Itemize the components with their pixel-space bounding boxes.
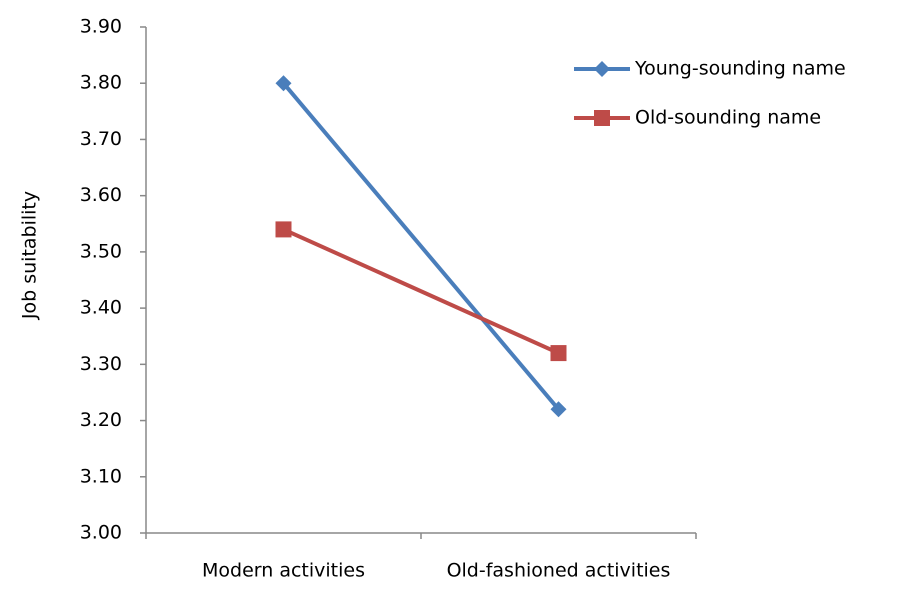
y-tick-label: 3.80 <box>80 72 122 94</box>
legend-marker <box>594 110 610 126</box>
y-tick-label: 3.20 <box>80 409 122 431</box>
marker <box>275 75 292 92</box>
series-line <box>281 81 561 411</box>
marker <box>550 345 567 362</box>
y-tick-label: 3.60 <box>80 184 122 206</box>
marker <box>550 401 567 418</box>
legend-label: Old-sounding name <box>635 107 821 129</box>
y-tick-label: 3.50 <box>80 240 122 262</box>
x-tick-label: Old-fashioned activities <box>447 560 671 582</box>
legend-label: Young-sounding name <box>634 58 846 80</box>
y-tick-label: 3.70 <box>80 128 122 150</box>
y-axis-label: Job suitability <box>19 191 41 320</box>
y-tick-label: 3.30 <box>80 353 122 375</box>
marker <box>275 221 292 238</box>
series-line <box>282 227 560 355</box>
y-tick-label: 3.40 <box>80 297 122 319</box>
y-tick-label: 3.90 <box>80 16 122 38</box>
y-tick-label: 3.00 <box>80 522 122 544</box>
legend-marker <box>594 61 610 77</box>
y-tick-label: 3.10 <box>80 465 122 487</box>
x-tick-label: Modern activities <box>202 560 365 582</box>
